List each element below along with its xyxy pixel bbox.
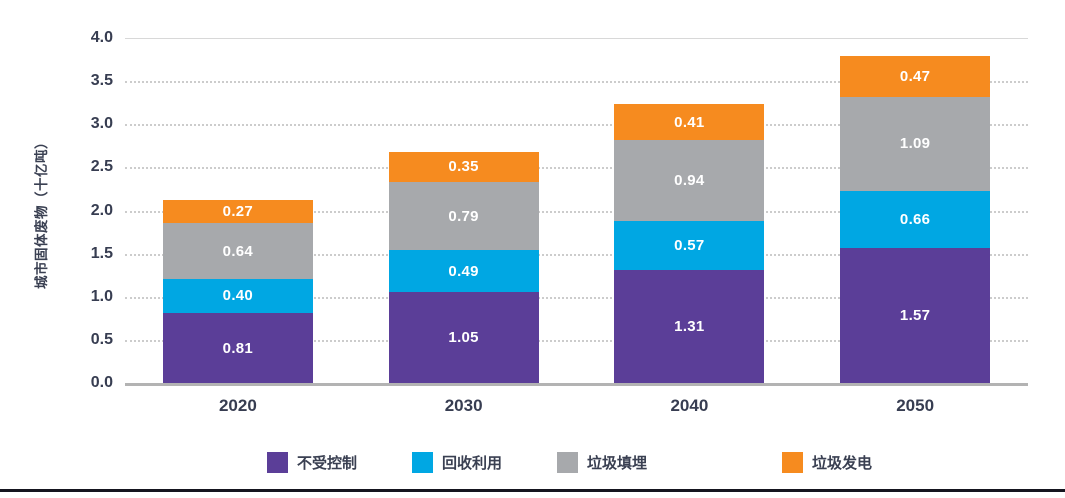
- segment-回收利用: 0.66: [840, 190, 991, 248]
- gridline: [125, 124, 1028, 127]
- gridline: [125, 167, 1028, 170]
- segment-垃圾填埋: 0.79: [388, 182, 539, 251]
- segment-value-label: 0.81: [222, 339, 254, 357]
- gridline: [125, 253, 1028, 256]
- segment-回收利用: 0.49: [388, 250, 539, 293]
- x-tick-label-2040: 2040: [670, 396, 709, 415]
- segment-value-label: 0.41: [674, 113, 705, 131]
- legend-item-垃圾填埋: 垃圾填埋: [557, 451, 647, 473]
- legend-item-不受控制: 不受控制: [267, 451, 357, 473]
- segment-value-label: 0.47: [899, 67, 931, 85]
- segment-不受控制: 1.05: [388, 292, 539, 383]
- segment-value-label: 0.57: [674, 236, 705, 254]
- gridline: [125, 339, 1028, 342]
- segment-垃圾发电: 0.41: [614, 104, 765, 140]
- segment-垃圾发电: 0.27: [162, 200, 313, 224]
- segment-value-label: 0.94: [674, 171, 705, 189]
- page-bottom-rule: [0, 489, 1065, 492]
- gridline: [125, 38, 1028, 39]
- bar-2020: 0.81 0.40 0.64 0.27: [162, 200, 313, 383]
- segment-垃圾发电: 0.47: [840, 56, 991, 97]
- y-tick-label: 0.0: [90, 374, 113, 391]
- segment-垃圾填埋: 0.64: [162, 223, 313, 279]
- plot-area: 0.81 0.40 0.64 0.27 1.05 0.49 0.79 0.35 1.31 0.57…: [125, 38, 1028, 386]
- segment-value-label: 1.09: [899, 135, 931, 153]
- legend-item-垃圾发电: 垃圾发电: [782, 451, 872, 473]
- segment-value-label: 0.79: [448, 207, 479, 225]
- segment-回收利用: 0.40: [162, 278, 313, 314]
- legend-swatch-icon: [782, 451, 803, 473]
- bar-2040: 1.31 0.57 0.94 0.41: [614, 104, 765, 383]
- x-tick-label-2050: 2050: [896, 396, 935, 415]
- y-tick-label: 0.5: [90, 330, 113, 348]
- y-tick-label: 3.0: [90, 115, 113, 133]
- x-tick-label-2030: 2030: [444, 396, 483, 415]
- y-tick-label: 3.5: [90, 72, 113, 90]
- segment-value-label: 1.57: [899, 306, 931, 324]
- gridline: [125, 296, 1028, 299]
- segment-value-label: 0.49: [448, 262, 479, 280]
- x-axis-line: [125, 383, 1028, 386]
- y-axis-title: 城市固体废物（十亿吨）: [34, 135, 49, 289]
- bar-2050: 1.57 0.66 1.09 0.47: [840, 56, 991, 383]
- y-tick-label: 2.5: [90, 158, 113, 176]
- gridline: [125, 210, 1028, 213]
- legend-label: 垃圾发电: [812, 454, 873, 472]
- legend-label: 垃圾填埋: [587, 454, 648, 472]
- segment-value-label: 0.66: [899, 210, 931, 228]
- segment-垃圾填埋: 1.09: [840, 96, 991, 191]
- segment-不受控制: 1.31: [614, 270, 765, 383]
- y-tick-label: 1.5: [90, 244, 113, 262]
- segment-value-label: 0.40: [222, 287, 254, 305]
- segment-value-label: 0.27: [222, 203, 254, 221]
- y-tick-label: 2.0: [90, 201, 113, 219]
- legend-swatch-icon: [557, 451, 578, 473]
- legend-label: 回收利用: [442, 454, 503, 472]
- legend-label: 不受控制: [297, 454, 358, 472]
- segment-value-label: 1.31: [674, 318, 705, 335]
- segment-value-label: 1.05: [448, 329, 479, 347]
- x-tick-label-2020: 2020: [218, 396, 257, 415]
- legend-item-回收利用: 回收利用: [412, 451, 502, 473]
- segment-value-label: 0.64: [222, 242, 254, 260]
- y-tick-label: 4.0: [90, 29, 113, 46]
- y-tick-label: 1.0: [90, 287, 113, 305]
- segment-垃圾发电: 0.35: [388, 151, 539, 183]
- segment-不受控制: 1.57: [840, 247, 991, 383]
- segment-垃圾填埋: 0.94: [614, 139, 765, 221]
- segment-回收利用: 0.57: [614, 220, 765, 271]
- legend-swatch-icon: [267, 451, 288, 473]
- gridline: [125, 81, 1028, 84]
- segment-value-label: 0.35: [448, 158, 479, 176]
- legend-swatch-icon: [412, 451, 433, 473]
- segment-不受控制: 0.81: [162, 313, 313, 383]
- bar-2030: 1.05 0.49 0.79 0.35: [388, 151, 539, 383]
